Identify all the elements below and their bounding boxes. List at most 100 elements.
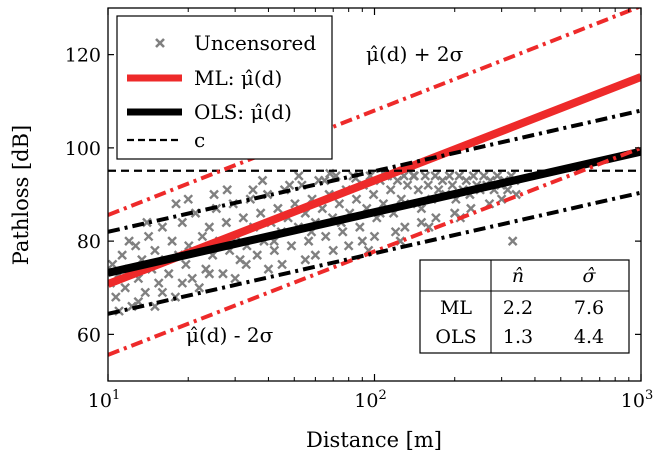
scatter-point [204, 268, 215, 279]
table-row-ml-n: 2.2 [503, 297, 533, 319]
table-header-n: n̂ [512, 265, 524, 287]
scatter-point [167, 236, 177, 246]
scatter-point [117, 250, 127, 260]
scatter-point [194, 282, 205, 293]
scatter-point [181, 259, 191, 270]
parameter-table: n̂ σ̂ ML 2.2 7.6 OLS 1.3 4.4 [419, 259, 630, 354]
y-axis-title: Pathloss [dB] [9, 125, 33, 266]
scatter-point [310, 250, 321, 260]
ticks-layer: 60 80 100 120 101 102 103 [65, 8, 653, 412]
scatter-point [143, 231, 154, 242]
legend-label-ml: ML: μ̂(d) [194, 66, 282, 90]
scatter-point [444, 171, 455, 181]
scatter-point [293, 171, 304, 181]
scatter-point [392, 175, 403, 186]
scatter-point [269, 245, 280, 256]
lines-layer [108, 8, 641, 357]
scatter-point [157, 222, 168, 232]
annotation-upper: μ̂(d) + 2σ [366, 42, 464, 66]
x-tick-label: 103 [621, 388, 653, 412]
scatter-point [369, 231, 380, 242]
ml-lower-bound-line [108, 146, 641, 357]
scatter-point [447, 180, 458, 191]
scatter-point [183, 194, 194, 205]
scatter-point [177, 217, 188, 228]
scatter-point [157, 287, 168, 298]
scatter-point [197, 231, 208, 242]
scatter-point [430, 171, 441, 181]
legend-label-uncensored: Uncensored [194, 31, 316, 55]
scatter-point [255, 208, 266, 218]
y-tick-label: 100 [65, 138, 101, 160]
scatter-point [277, 259, 287, 270]
scatter-point [385, 184, 396, 195]
scatter-point [286, 240, 297, 251]
scatter-point [431, 212, 441, 223]
scatter-point [408, 171, 419, 181]
ols-upper-bound-line [108, 108, 641, 234]
scatter-point [454, 171, 465, 181]
scatter-point [177, 278, 188, 288]
scatter-point [354, 222, 365, 232]
scatter-point [110, 292, 121, 302]
scatter-point [368, 189, 379, 200]
scatter-point [303, 236, 314, 246]
scatter-point [204, 222, 215, 232]
y-tick-label: 80 [77, 231, 101, 253]
scatter-point [130, 240, 141, 251]
y-tick-label: 120 [65, 45, 101, 67]
scatter-point [171, 198, 181, 209]
scatter-point [221, 217, 232, 228]
table-header-sigma: σ̂ [583, 265, 597, 287]
legend-marker-uncensored [155, 38, 165, 48]
scatter-point [187, 273, 198, 284]
annotation-lower: μ̂(d) - 2σ [186, 323, 274, 347]
scatter-point [120, 282, 131, 293]
scatter-point [209, 189, 219, 200]
table-row-ols-n: 1.3 [503, 326, 533, 348]
x-axis-title: Distance [m] [306, 428, 442, 452]
scatter-point [343, 240, 354, 251]
scatter-point [284, 180, 295, 191]
scatter-point [328, 245, 339, 256]
table-row-ml-sigma: 7.6 [574, 297, 604, 319]
scatter-point [433, 184, 444, 195]
legend-label-ols: OLS: μ̂(d) [194, 100, 292, 124]
scatter-point [230, 273, 241, 284]
scatter-point [273, 203, 283, 214]
table-row-ml-label: ML [440, 297, 472, 319]
scatter-point [163, 268, 174, 279]
x-tick-label: 101 [88, 388, 120, 412]
scatter-point [320, 231, 331, 242]
table-box [419, 259, 630, 354]
scatter-point [492, 171, 503, 181]
y-tick-label: 60 [77, 324, 101, 346]
scatter-point [222, 184, 233, 195]
scatter-point [402, 180, 413, 191]
x-tick-label: 102 [354, 388, 386, 412]
scatter-point [424, 222, 434, 232]
scatter-point [423, 180, 434, 191]
scatter-point [124, 236, 134, 246]
scatter-point [437, 175, 448, 186]
legend: Uncensored ML: μ̂(d) OLS: μ̂(d) c [116, 15, 333, 160]
scatter-point [478, 171, 489, 181]
scatter-point [357, 236, 368, 246]
table-row-ols-label: OLS [435, 326, 476, 348]
scatter-point [420, 171, 431, 181]
scatter-point [337, 226, 348, 237]
scatter-point [502, 184, 513, 195]
scatter-point [334, 198, 345, 209]
ml-upper-bound-line [108, 8, 641, 217]
scatter-point [413, 184, 424, 195]
scatter-point [400, 222, 410, 232]
scatter-point [248, 184, 258, 195]
scatter-point [150, 245, 160, 256]
scatter-point [238, 212, 249, 223]
legend-box [116, 15, 333, 160]
scatter-point [140, 287, 151, 298]
scatter-point [257, 175, 268, 186]
scatter-point [416, 217, 427, 228]
table-row-ols-sigma: 4.4 [574, 326, 604, 348]
